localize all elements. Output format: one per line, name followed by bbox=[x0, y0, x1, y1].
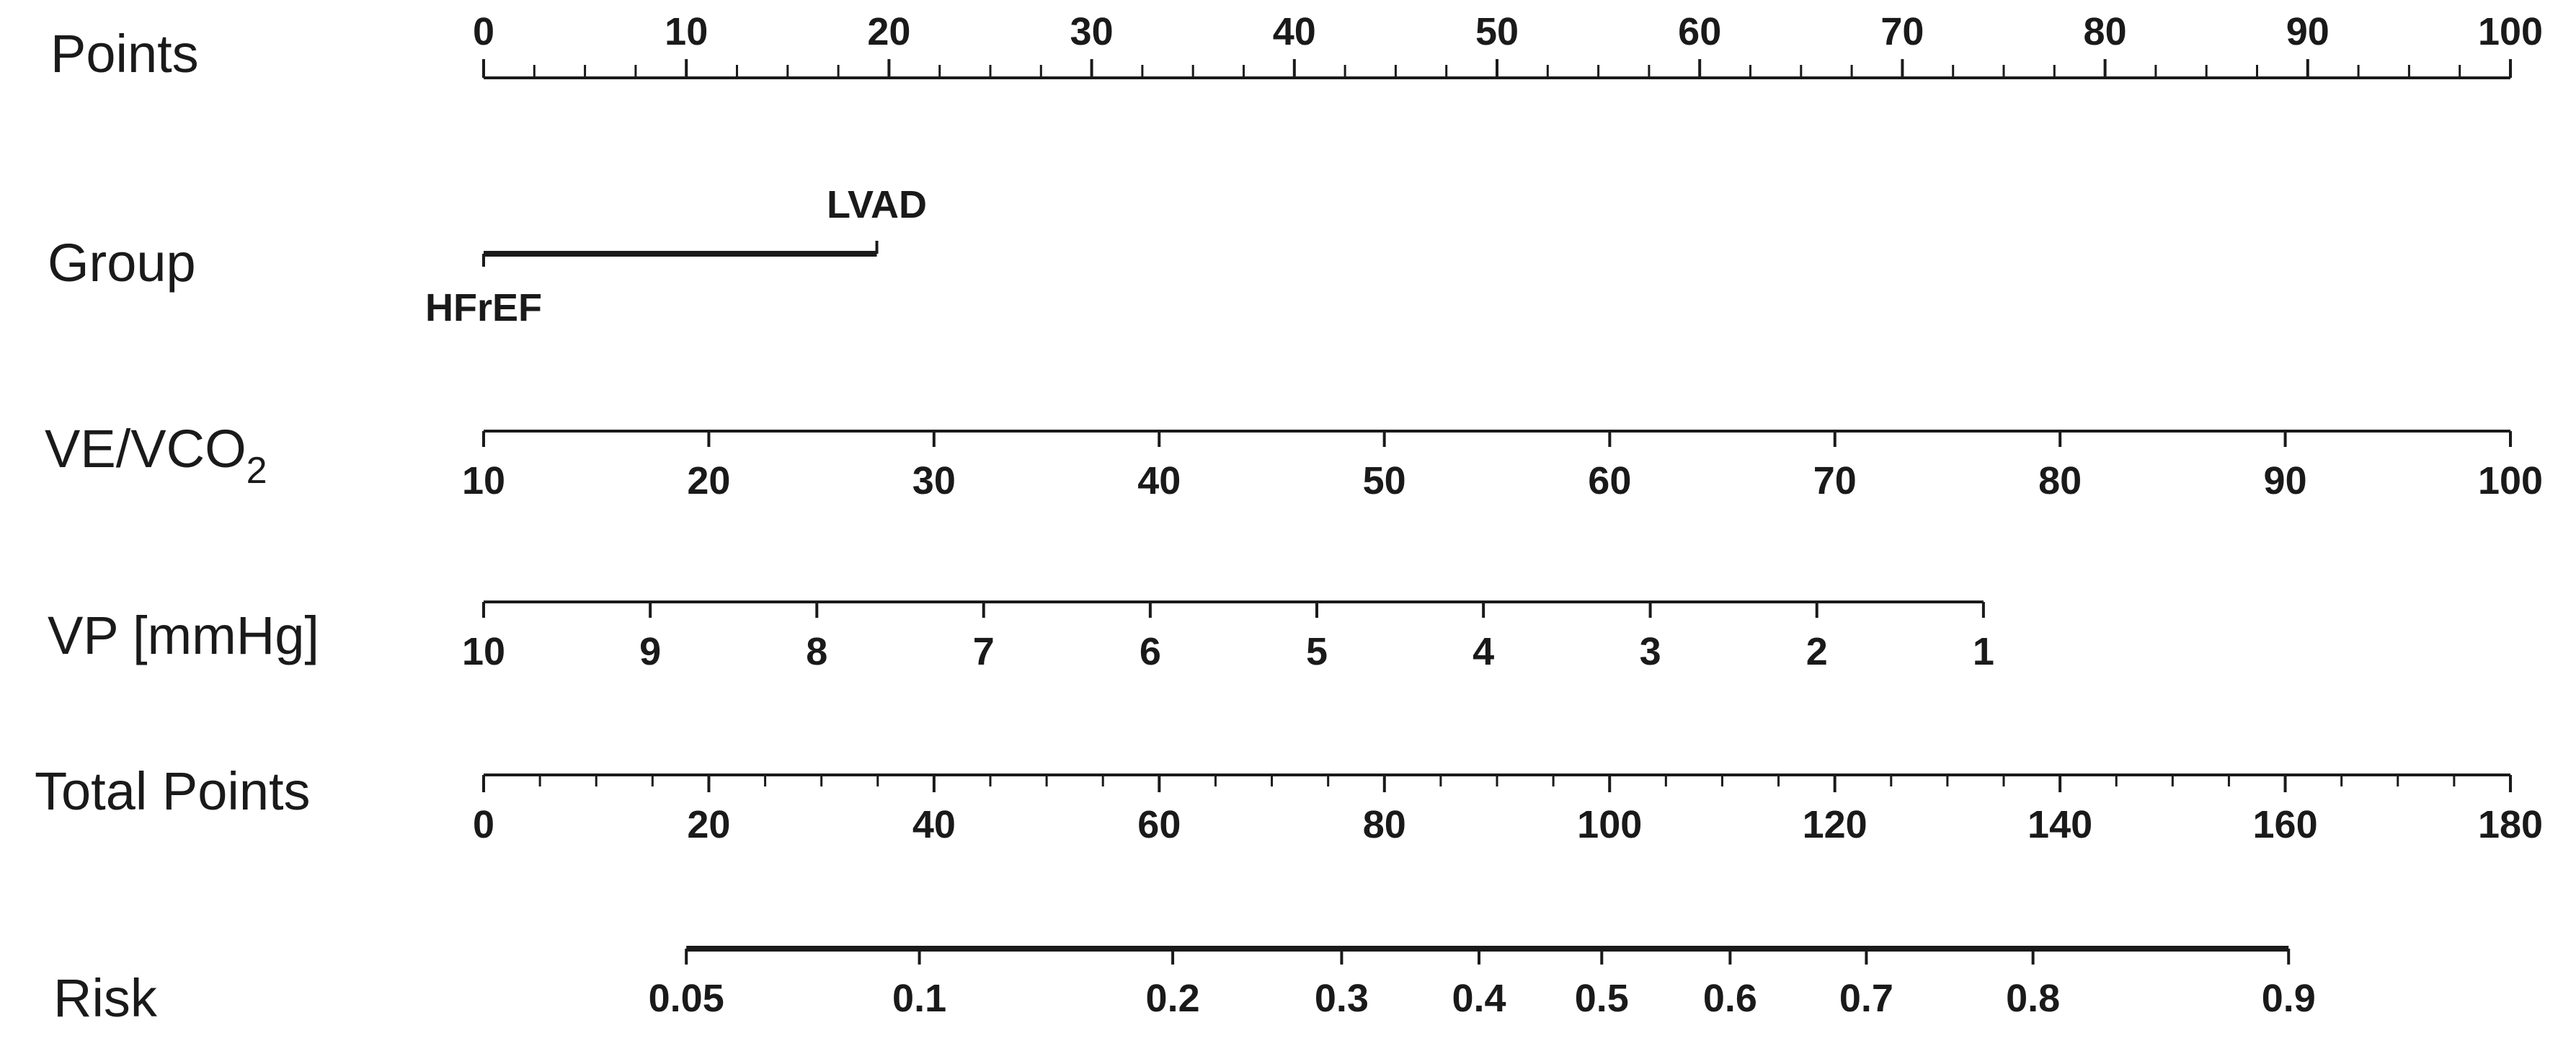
points-tick-label: 60 bbox=[1678, 10, 1721, 53]
points-tick-label: 90 bbox=[2286, 10, 2329, 53]
total-points-tick-label: 120 bbox=[1803, 803, 1867, 846]
total-points-tick-label: 20 bbox=[687, 803, 730, 846]
total-points-tick-label: 140 bbox=[2028, 803, 2092, 846]
ve-vco2-tick-label: 30 bbox=[912, 459, 956, 502]
total-points-tick-label: 160 bbox=[2253, 803, 2318, 846]
vp-tick-label: 2 bbox=[1806, 630, 1828, 673]
ve-vco2-tick-label: 50 bbox=[1363, 459, 1406, 502]
vp-tick-label: 5 bbox=[1306, 630, 1328, 673]
group-label-hfref: HFrEF bbox=[425, 286, 542, 329]
ve-vco2-label-subscript: 2 bbox=[247, 450, 267, 492]
ve-vco2-tick-label: 70 bbox=[1813, 459, 1857, 502]
vp-tick-label: 4 bbox=[1473, 630, 1494, 673]
total-points-axis: 0 20 40 60 80 100 120 140 160 180 bbox=[473, 773, 2543, 846]
vp-tick-label: 6 bbox=[1140, 630, 1161, 673]
group-label-lvad: LVAD bbox=[827, 183, 927, 226]
points-tick-label: 10 bbox=[665, 10, 708, 53]
ve-vco2-tick-label: 10 bbox=[462, 459, 505, 502]
risk-row: Risk 0.05 0.1 0.2 0.3 0.4 0.5 0.6 0.7 0.8 0.9 bbox=[53, 946, 2316, 1028]
risk-tick-label: 0.9 bbox=[2262, 977, 2316, 1020]
points-tick-label: 80 bbox=[2084, 10, 2127, 53]
group-row: Group HFrEF LVAD bbox=[48, 183, 927, 329]
total-points-tick-label: 40 bbox=[912, 803, 956, 846]
points-tick-label: 50 bbox=[1475, 10, 1519, 53]
ve-vco2-tick-label: 20 bbox=[687, 459, 730, 502]
risk-tick-label: 0.5 bbox=[1575, 977, 1629, 1020]
vp-tick-label: 9 bbox=[639, 630, 661, 673]
vp-tick-label: 10 bbox=[462, 630, 505, 673]
vp-tick-label: 8 bbox=[806, 630, 827, 673]
vp-axis: 10 9 8 7 6 5 4 3 2 1 bbox=[462, 600, 1994, 673]
risk-tick-label: 0.8 bbox=[2006, 977, 2060, 1020]
group-axis: HFrEF LVAD bbox=[425, 183, 927, 329]
risk-tick-label: 0.7 bbox=[1839, 977, 1893, 1020]
points-row: Points 0 10 20 30 40 50 60 70 80 90 100 bbox=[50, 10, 2543, 84]
total-points-tick-label: 80 bbox=[1363, 803, 1406, 846]
points-axis: 0 10 20 30 40 50 60 70 80 90 100 bbox=[473, 10, 2543, 79]
risk-tick-label: 0.6 bbox=[1703, 977, 1757, 1020]
risk-tick-label: 0.2 bbox=[1146, 977, 1200, 1020]
total-points-row-label: Total Points bbox=[35, 761, 311, 821]
vp-tick-label: 7 bbox=[973, 630, 995, 673]
risk-tick-label: 0.05 bbox=[649, 977, 724, 1020]
group-row-label: Group bbox=[48, 233, 196, 293]
risk-axis: 0.05 0.1 0.2 0.3 0.4 0.5 0.6 0.7 0.8 0.9 bbox=[649, 946, 2316, 1020]
total-points-tick-label: 0 bbox=[473, 803, 494, 846]
total-points-tick-label: 180 bbox=[2478, 803, 2543, 846]
ve-vco2-tick-label: 90 bbox=[2264, 459, 2307, 502]
vp-tick-label: 3 bbox=[1640, 630, 1661, 673]
points-tick-label: 100 bbox=[2478, 10, 2543, 53]
points-tick-label: 40 bbox=[1273, 10, 1316, 53]
total-points-row: Total Points 0 20 40 60 80 100 120 140 160 180 bbox=[35, 761, 2543, 846]
points-row-label: Points bbox=[50, 24, 199, 84]
total-points-tick-label: 100 bbox=[1577, 803, 1642, 846]
ve-vco2-tick-label: 40 bbox=[1137, 459, 1181, 502]
points-tick-label: 30 bbox=[1070, 10, 1114, 53]
points-tick-label: 70 bbox=[1880, 10, 1924, 53]
ve-vco2-tick-label: 80 bbox=[2038, 459, 2082, 502]
ve-vco2-tick-label: 100 bbox=[2478, 459, 2543, 502]
ve-vco2-row: VE/VCO2 10 20 30 40 50 60 70 80 90 100 bbox=[45, 419, 2543, 502]
ve-vco2-tick-label: 60 bbox=[1588, 459, 1631, 502]
risk-tick-label: 0.3 bbox=[1315, 977, 1369, 1020]
vp-row: VP [mmHg] 10 9 8 7 6 5 4 3 2 1 bbox=[48, 600, 1994, 673]
ve-vco2-row-label: VE/VCO2 bbox=[45, 419, 267, 492]
total-points-tick-label: 60 bbox=[1137, 803, 1181, 846]
vp-tick-label: 1 bbox=[1973, 630, 1994, 673]
ve-vco2-label-main: VE/VCO bbox=[45, 419, 247, 479]
risk-tick-label: 0.4 bbox=[1452, 977, 1506, 1020]
points-tick-label: 20 bbox=[867, 10, 910, 53]
risk-tick-label: 0.1 bbox=[892, 977, 946, 1020]
risk-row-label: Risk bbox=[53, 968, 158, 1028]
vp-row-label: VP [mmHg] bbox=[48, 606, 319, 665]
ve-vco2-axis: 10 20 30 40 50 60 70 80 90 100 bbox=[462, 430, 2543, 502]
points-tick-label: 0 bbox=[473, 10, 494, 53]
